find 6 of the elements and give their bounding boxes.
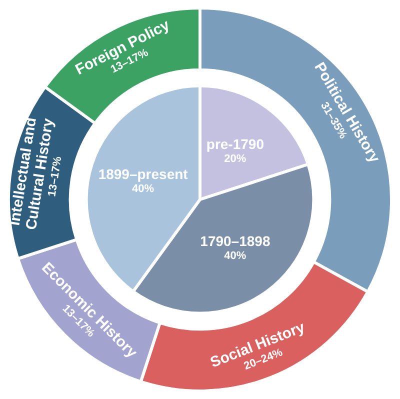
slice-label: pre-1790 (206, 136, 264, 152)
data-label: 40% (132, 183, 154, 196)
data-label: 20% (224, 153, 246, 166)
slice-label: 1790–1898 (200, 232, 270, 249)
slice-label: 1899–present (98, 166, 188, 182)
data-label: 40% (224, 250, 246, 262)
